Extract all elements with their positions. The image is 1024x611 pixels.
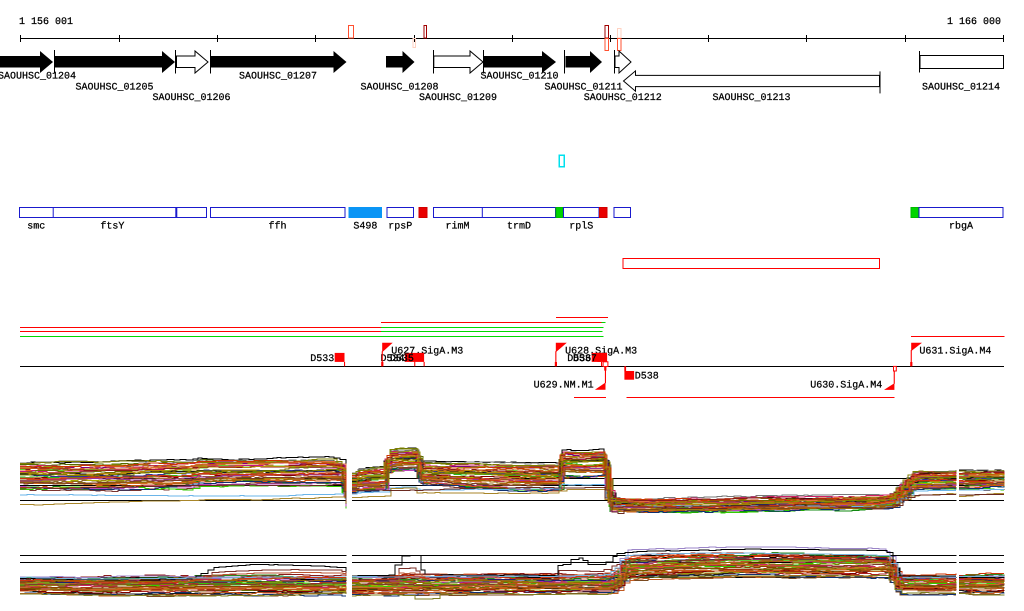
svg-text:SAOUHSC_01213: SAOUHSC_01213 — [713, 93, 791, 104]
svg-text:SAOUHSC_01210: SAOUHSC_01210 — [481, 72, 559, 83]
svg-text:SAOUHSC_01204: SAOUHSC_01204 — [0, 72, 76, 83]
svg-text:SAOUHSC_01211: SAOUHSC_01211 — [545, 82, 623, 93]
svg-text:U627.SigA.M3: U627.SigA.M3 — [391, 345, 463, 357]
svg-text:1 166 000: 1 166 000 — [947, 17, 1001, 28]
svg-text:U628.SigA.M3: U628.SigA.M3 — [565, 345, 637, 357]
svg-text:rimM: rimM — [446, 220, 470, 232]
svg-text:smc: smc — [27, 221, 45, 232]
svg-text:SAOUHSC_01214: SAOUHSC_01214 — [922, 82, 1000, 93]
svg-text:rbgA: rbgA — [949, 220, 973, 232]
svg-text:U630.SigA.M4: U630.SigA.M4 — [810, 379, 882, 391]
svg-text:ffh: ffh — [269, 220, 287, 232]
svg-text:trmD: trmD — [507, 221, 531, 232]
svg-text:D535: D535 — [390, 354, 414, 365]
svg-text:S498: S498 — [353, 221, 377, 232]
svg-text:D537: D537 — [573, 354, 597, 365]
svg-text:D533: D533 — [310, 354, 334, 365]
svg-text:rpsP: rpsP — [388, 221, 412, 232]
svg-text:rplS: rplS — [569, 220, 593, 232]
svg-text:D536: D536 — [567, 354, 591, 365]
svg-text:SAOUHSC_01205: SAOUHSC_01205 — [76, 82, 154, 93]
svg-text:U629.NM.M1: U629.NM.M1 — [534, 380, 594, 391]
svg-text:U631.SigA.M4: U631.SigA.M4 — [919, 345, 991, 357]
svg-text:SAOUHSC_01207: SAOUHSC_01207 — [239, 72, 317, 83]
svg-text:SAOUHSC_01208: SAOUHSC_01208 — [361, 82, 439, 93]
svg-text:SAOUHSC_01212: SAOUHSC_01212 — [584, 93, 662, 104]
svg-text:ftsY: ftsY — [100, 220, 124, 232]
svg-text:1 156 001: 1 156 001 — [19, 17, 73, 28]
svg-text:D538: D538 — [635, 372, 659, 383]
svg-text:D534: D534 — [381, 354, 405, 365]
svg-text:SAOUHSC_01209: SAOUHSC_01209 — [419, 93, 497, 104]
svg-text:SAOUHSC_01206: SAOUHSC_01206 — [153, 93, 231, 104]
